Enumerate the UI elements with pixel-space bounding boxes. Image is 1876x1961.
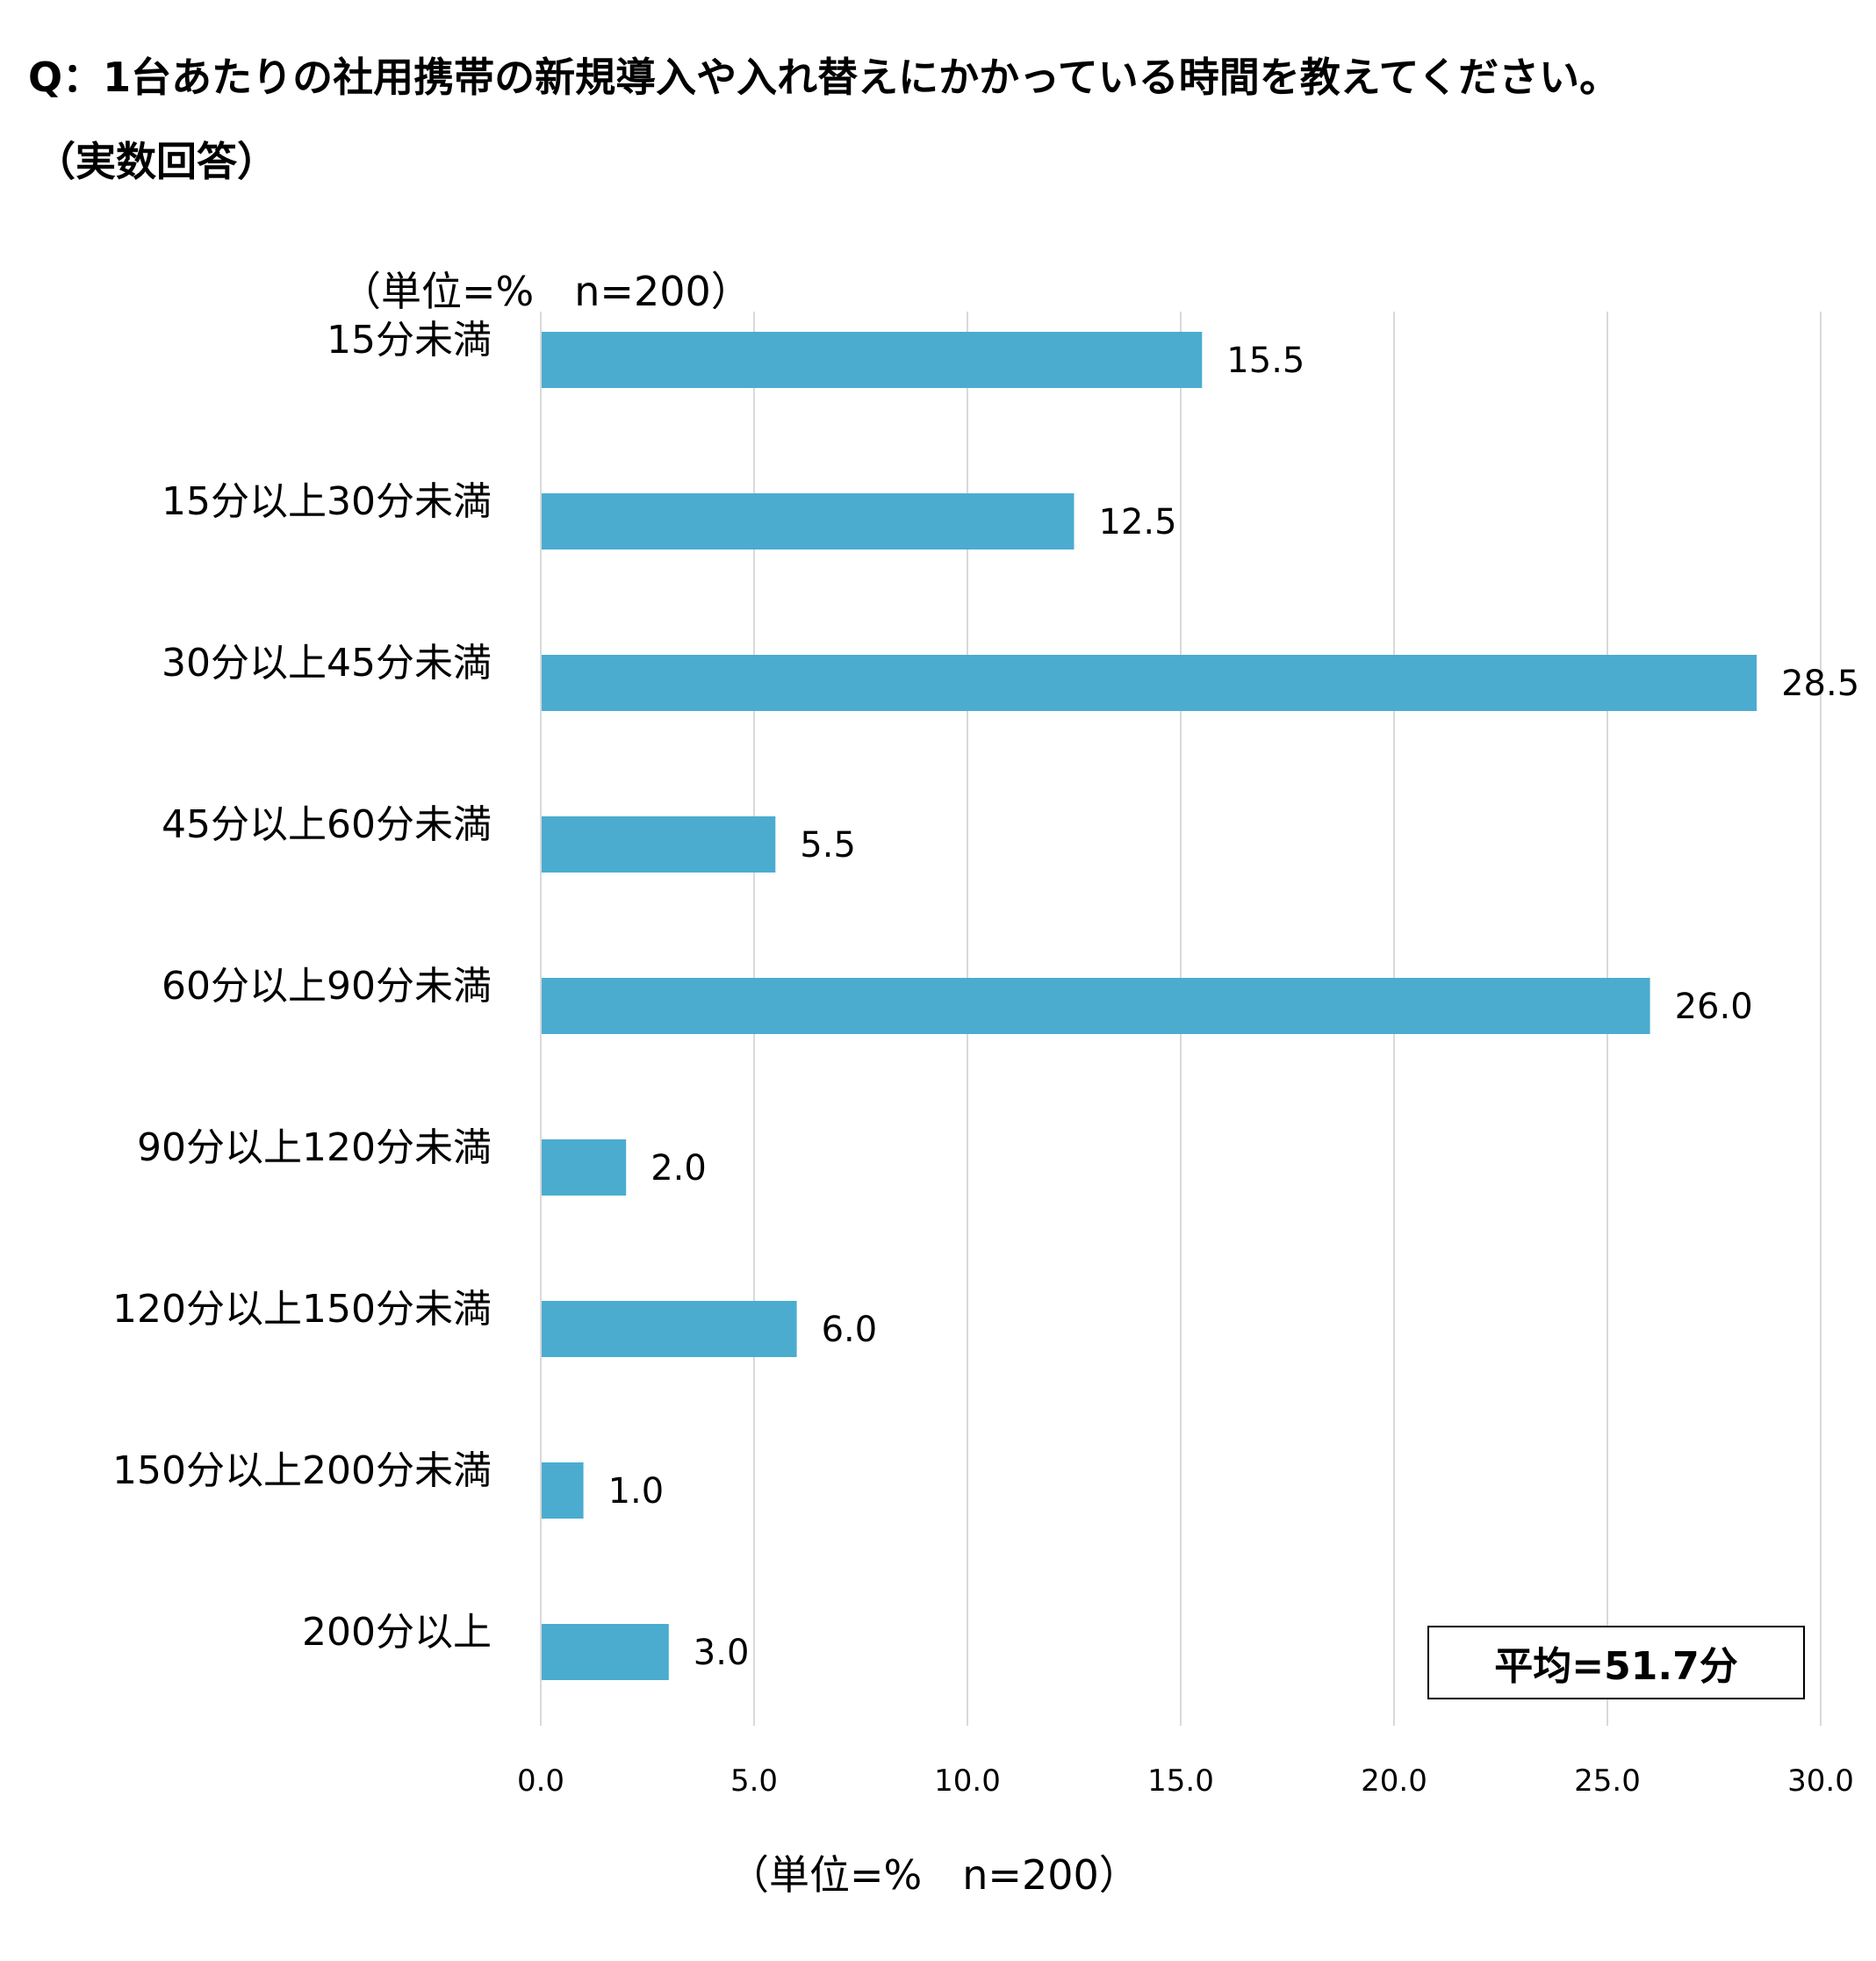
x-tick-label: 25.0 bbox=[1574, 1763, 1641, 1799]
data-label: 26.0 bbox=[1675, 987, 1753, 1027]
question-title: Q：1台あたりの社用携帯の新規導入や入れ替えにかかっている時間を教えてください。 bbox=[28, 54, 1621, 101]
x-tick-label: 30.0 bbox=[1787, 1763, 1854, 1799]
data-label: 5.5 bbox=[800, 825, 856, 866]
x-tick-label: 20.0 bbox=[1361, 1763, 1427, 1799]
bar bbox=[541, 332, 1203, 388]
data-label: 28.5 bbox=[1781, 664, 1859, 704]
bar bbox=[541, 1139, 627, 1196]
category-label: 15分未満 bbox=[327, 318, 492, 363]
bar bbox=[541, 655, 1757, 711]
data-label: 6.0 bbox=[822, 1310, 878, 1350]
bar bbox=[541, 1624, 669, 1680]
category-label: 150分以上200分未満 bbox=[112, 1448, 492, 1493]
question-subtitle: （実数回答） bbox=[35, 138, 277, 185]
bar bbox=[541, 493, 1075, 550]
x-tick-label: 5.0 bbox=[730, 1763, 778, 1799]
data-label: 2.0 bbox=[650, 1148, 707, 1189]
data-label: 12.5 bbox=[1099, 502, 1177, 542]
x-tick-label: 10.0 bbox=[934, 1763, 1001, 1799]
bar bbox=[541, 978, 1650, 1034]
unit-label-bottom: （単位=% n=200） bbox=[729, 1851, 1139, 1899]
category-label: 90分以上120分未満 bbox=[137, 1125, 492, 1170]
category-label: 200分以上 bbox=[302, 1610, 492, 1655]
data-label: 15.5 bbox=[1226, 341, 1305, 381]
x-tick-label: 15.0 bbox=[1147, 1763, 1214, 1799]
bar bbox=[541, 1462, 584, 1519]
category-label: 45分以上60分未満 bbox=[162, 802, 492, 847]
category-label: 15分以上30分未満 bbox=[162, 479, 492, 524]
category-label: 60分以上90分未満 bbox=[162, 964, 492, 1009]
category-label: 120分以上150分未満 bbox=[112, 1287, 492, 1332]
bar bbox=[541, 1301, 797, 1357]
data-label: 3.0 bbox=[694, 1633, 750, 1673]
data-label: 1.0 bbox=[608, 1471, 665, 1512]
bar bbox=[541, 816, 776, 873]
category-label: 30分以上45分未満 bbox=[162, 641, 492, 686]
x-tick-label: 0.0 bbox=[517, 1763, 564, 1799]
unit-label-top: （単位=% n=200） bbox=[341, 268, 751, 315]
average-label: 平均=51.7分 bbox=[1494, 1644, 1738, 1689]
average-box: 平均=51.7分 bbox=[1427, 1626, 1805, 1699]
